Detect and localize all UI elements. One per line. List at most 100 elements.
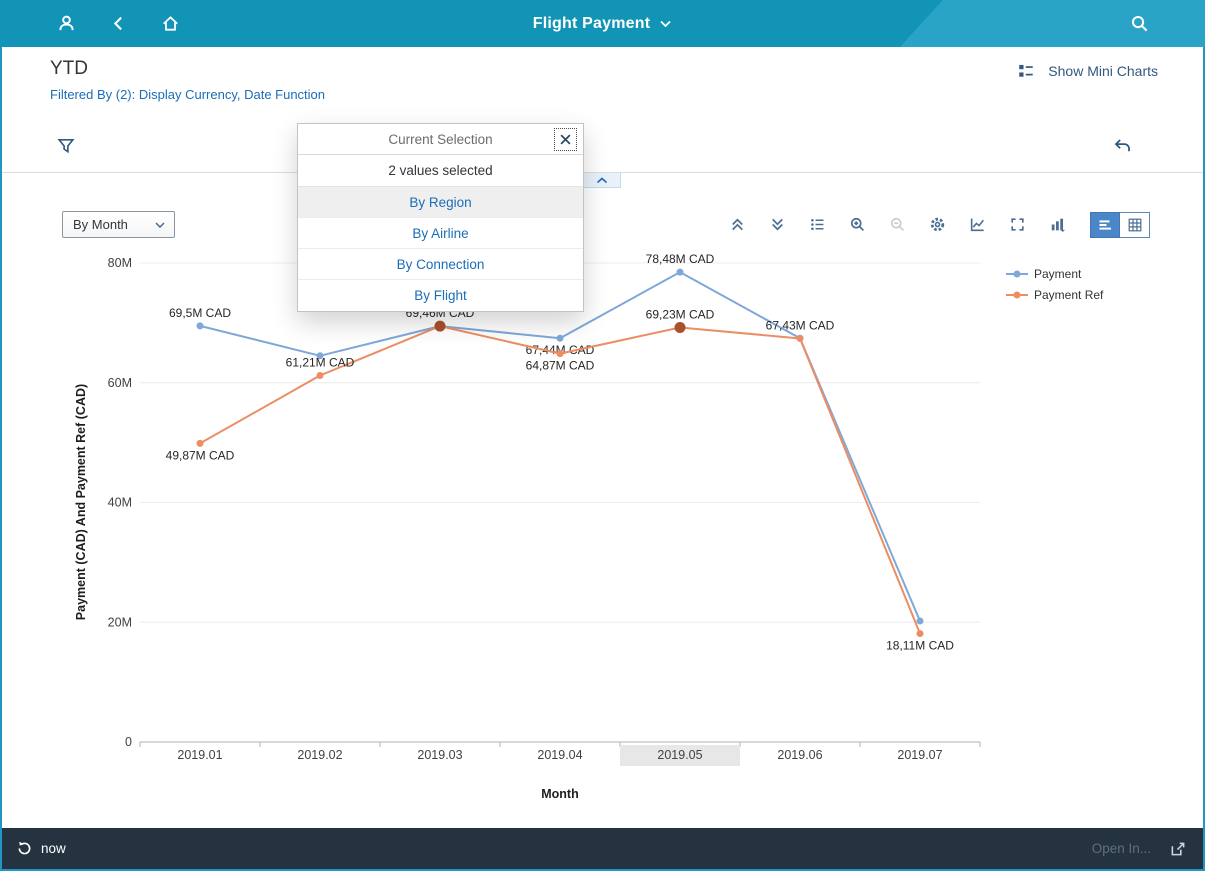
refresh-label: now (41, 841, 66, 856)
trend-chart-button[interactable] (964, 212, 990, 238)
y-axis-title: Payment (CAD) And Payment Ref (CAD) (74, 384, 88, 620)
fullscreen-icon (1010, 218, 1024, 231)
fullscreen-button[interactable] (1004, 212, 1030, 238)
data-point[interactable] (196, 439, 204, 447)
legend-item-Payment[interactable]: Payment (1034, 267, 1082, 281)
profile-button[interactable] (52, 10, 80, 38)
refresh-icon (18, 841, 31, 855)
x-tick-label[interactable]: 2019.04 (537, 748, 582, 762)
data-point[interactable] (556, 350, 564, 358)
data-point[interactable] (316, 352, 324, 360)
settings-button[interactable] (924, 212, 950, 238)
data-point[interactable] (916, 630, 924, 638)
back-button[interactable] (104, 10, 132, 38)
x-tick-label[interactable]: 2019.05 (657, 748, 702, 762)
app-title[interactable]: Flight Payment (532, 14, 651, 32)
data-point[interactable] (434, 320, 446, 332)
shell-header-accent (900, 0, 1205, 47)
data-point[interactable] (916, 617, 924, 625)
dimension-selector[interactable]: By Month (62, 211, 175, 238)
page-title: YTD (50, 58, 88, 79)
gear-icon (930, 217, 944, 232)
back-icon (113, 16, 122, 31)
expand-all-button[interactable] (764, 212, 790, 238)
chart-toolbar (724, 211, 1150, 238)
collapse-header-tab[interactable] (583, 173, 621, 188)
show-mini-charts-button[interactable]: Show Mini Charts (1017, 62, 1158, 80)
x-tick-label[interactable]: 2019.07 (897, 748, 942, 762)
x-tick-label[interactable]: 2019.03 (417, 748, 462, 762)
data-label: 61,21M CAD (286, 356, 355, 370)
home-icon (162, 16, 178, 31)
data-label: 67,43M CAD (766, 318, 835, 332)
open-in-icon (1171, 842, 1185, 855)
x-tick-label[interactable]: 2019.06 (777, 748, 822, 762)
y-tick-label: 20M (108, 615, 132, 629)
view-switch (1090, 211, 1150, 238)
bar-chart-view-icon (1099, 219, 1111, 230)
popup-item-by-connection[interactable]: By Connection (298, 249, 583, 280)
popup-item-by-flight[interactable]: By Flight (414, 288, 467, 303)
filter-funnel-icon (57, 138, 75, 154)
table-view-button[interactable] (1120, 211, 1150, 238)
x-tick-label[interactable]: 2019.01 (177, 748, 222, 762)
chevron-down-icon (155, 221, 165, 228)
chevron-down-icon[interactable] (659, 20, 672, 28)
app-title-menu: Flight Payment (0, 0, 1205, 47)
data-label: 64,87M CAD (526, 359, 595, 373)
zoom-out-icon (890, 217, 904, 232)
filtered-by-link[interactable]: Filtered By (2): Display Currency, Date … (50, 87, 326, 102)
chart-type-button[interactable] (1044, 212, 1070, 238)
data-label: 69,5M CAD (169, 306, 231, 320)
open-in-button[interactable] (1167, 838, 1189, 860)
y-tick-label: 0 (125, 735, 132, 749)
x-tick-label[interactable]: 2019.02 (297, 748, 342, 762)
zoom-in-button[interactable] (844, 212, 870, 238)
current-selection-popup: Current Selection 2 values selected By R… (297, 123, 584, 312)
popup-item-by-region[interactable]: By Region (298, 187, 583, 218)
reset-button[interactable] (1109, 133, 1135, 159)
popup-selection-count: 2 values selected (298, 155, 583, 187)
adapt-filters-button[interactable] (53, 133, 79, 159)
popup-close-button[interactable] (554, 128, 577, 151)
undo-icon (1114, 138, 1130, 151)
data-point[interactable] (674, 321, 686, 333)
payment-line-chart[interactable]: 0 20M 40M 60M 80M 2019.01 2019.02 2019.03 2019.0… (0, 240, 1205, 828)
zoom-in-icon (850, 217, 864, 232)
x-axis-title: Month (541, 787, 578, 801)
chevrons-down-icon (771, 218, 783, 231)
data-label: 69,23M CAD (646, 307, 715, 321)
close-icon (560, 134, 571, 145)
line-chart-icon (970, 218, 984, 232)
open-in-group: Open In... (1092, 838, 1189, 860)
open-in-label: Open In... (1091, 841, 1151, 856)
y-tick-label: 80M (108, 256, 132, 270)
popup-item-by-airline[interactable]: By Airline (298, 218, 583, 249)
data-point[interactable] (196, 322, 204, 330)
data-point[interactable] (316, 372, 324, 380)
chevron-up-icon (596, 176, 608, 183)
dimension-selector-value: By Month (73, 217, 128, 232)
refresh-button[interactable]: now (16, 840, 66, 857)
data-point[interactable] (796, 334, 804, 342)
home-button[interactable] (156, 10, 184, 38)
y-tick-label: 60M (108, 376, 132, 390)
collapse-all-button[interactable] (724, 212, 750, 238)
chevrons-up-icon (731, 218, 743, 231)
footer-bar: now Open In... (2, 828, 1203, 869)
chart-type-icon (1051, 218, 1065, 232)
chart-view-button[interactable] (1090, 211, 1120, 238)
search-button[interactable] (1125, 10, 1153, 38)
mini-charts-icon (1019, 64, 1034, 77)
data-point[interactable] (676, 268, 684, 276)
selected-category-highlight (620, 745, 740, 766)
data-point[interactable] (556, 334, 564, 342)
zoom-out-button[interactable] (884, 212, 910, 238)
legend-item-Payment Ref[interactable]: Payment Ref (1034, 288, 1104, 302)
data-label: 18,11M CAD (886, 639, 954, 653)
popup-title: Current Selection (388, 131, 493, 147)
legend-button[interactable] (804, 212, 830, 238)
legend-list-icon (810, 218, 823, 231)
person-icon (58, 15, 74, 31)
